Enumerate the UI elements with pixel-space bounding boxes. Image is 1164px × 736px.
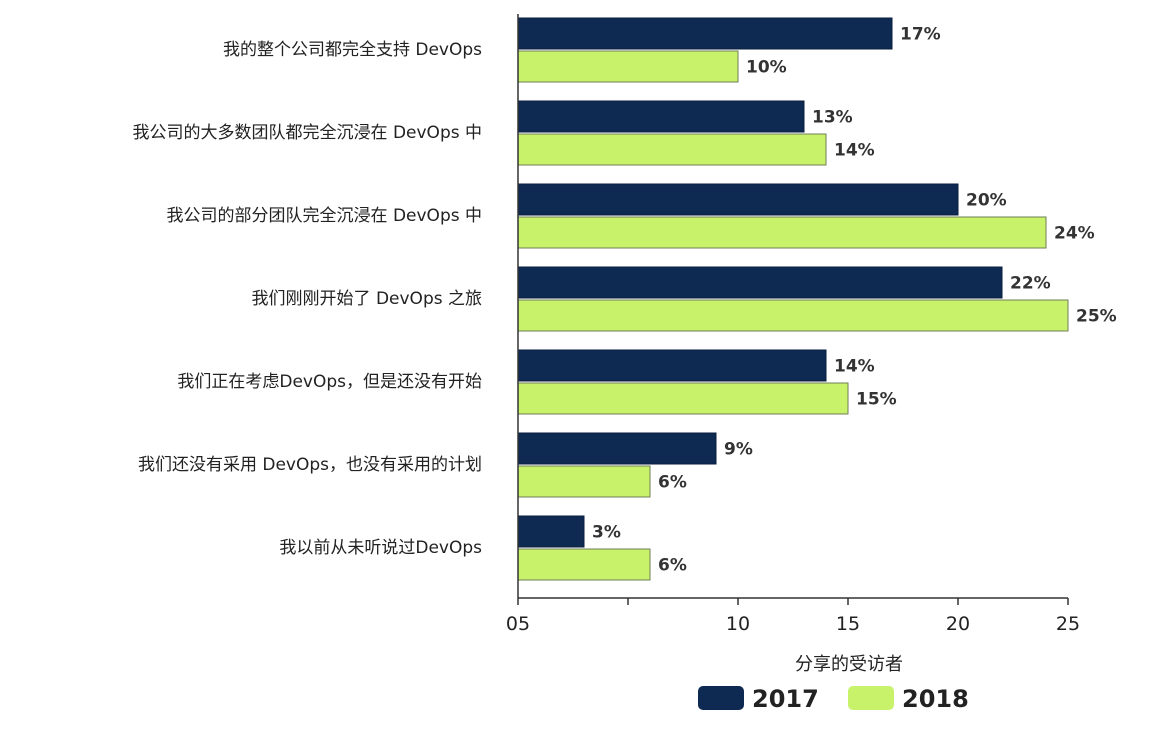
x-tick-label: 10 — [726, 613, 750, 635]
data-label-2017: 13% — [812, 108, 853, 128]
bar-2017 — [517, 349, 827, 382]
bar-2018 — [517, 299, 1069, 332]
x-tick-label: 25 — [1056, 613, 1080, 635]
data-label-2017: 20% — [966, 191, 1007, 211]
bar-2018 — [517, 465, 651, 498]
bar-2018 — [517, 50, 739, 83]
category-label: 我们刚刚开始了 DevOps 之旅 — [252, 289, 482, 309]
category-label: 我公司的大多数团队都完全沉浸在 DevOps 中 — [133, 123, 482, 143]
bar-2018 — [517, 548, 651, 581]
legend-label-2018: 2018 — [902, 685, 969, 713]
bar-2017 — [517, 266, 1003, 299]
data-label-2017: 14% — [834, 357, 875, 377]
data-label-2017: 22% — [1010, 274, 1051, 294]
bar-2018 — [517, 216, 1047, 249]
data-label-2018: 10% — [746, 58, 787, 78]
x-tick-label: 20 — [946, 613, 970, 635]
data-label-2017: 3% — [592, 523, 621, 543]
category-label: 我的整个公司都完全支持 DevOps — [223, 40, 482, 60]
data-label-2018: 14% — [834, 141, 875, 161]
bar-2017 — [517, 183, 959, 216]
data-label-2017: 17% — [900, 25, 941, 45]
category-labels: 我的整个公司都完全支持 DevOps 我公司的大多数团队都完全沉浸在 DevOps… — [133, 40, 483, 558]
x-axis-title: 分享的受访者 — [795, 654, 903, 675]
legend-swatch-2017 — [698, 686, 744, 710]
data-label-2018: 6% — [658, 473, 687, 493]
bars-layer: 17% 10% 13% 14% 20% 24% 22% 25% 14% 15% 9% 6% 3% 6% — [517, 17, 1117, 581]
legend-swatch-2018 — [848, 686, 894, 710]
data-label-2018: 15% — [856, 390, 897, 410]
category-label: 我们正在考虑DevOps，但是还没有开始 — [177, 372, 482, 392]
data-label-2017: 9% — [724, 440, 753, 460]
bar-2017 — [517, 100, 805, 133]
category-label: 我以前从未听说过DevOps — [279, 538, 482, 558]
bar-2017 — [517, 432, 717, 465]
bar-2018 — [517, 133, 827, 166]
x-tick-label: 05 — [506, 613, 530, 635]
legend: 2017 2018 — [698, 685, 969, 713]
bar-2017 — [517, 515, 585, 548]
data-label-2018: 25% — [1076, 307, 1117, 327]
category-label: 我们还没有采用 DevOps，也没有采用的计划 — [138, 455, 482, 475]
data-label-2018: 6% — [658, 556, 687, 576]
legend-label-2017: 2017 — [752, 685, 819, 713]
bar-2017 — [517, 17, 893, 50]
x-tick-label: 15 — [836, 613, 860, 635]
data-label-2018: 24% — [1054, 224, 1095, 244]
bar-2018 — [517, 382, 849, 415]
x-axis: 05 10 15 20 25 — [506, 14, 1080, 635]
category-label: 我公司的部分团队完全沉浸在 DevOps 中 — [167, 206, 482, 226]
